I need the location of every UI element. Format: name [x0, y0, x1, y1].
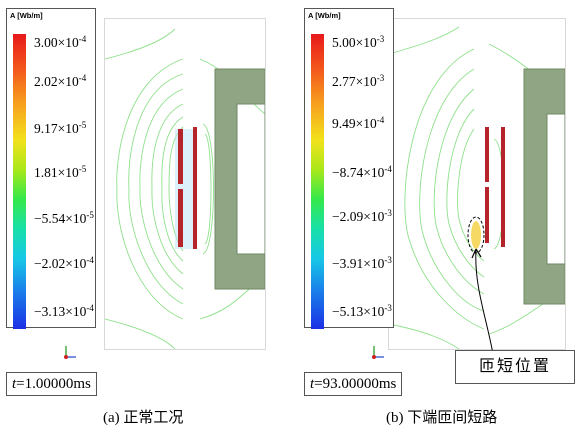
field-plot	[388, 18, 566, 350]
colorbar	[13, 34, 26, 329]
caption-b: (b) 下端匝间短路	[386, 410, 498, 426]
winding-upper	[178, 129, 183, 184]
short-circuit-location-label: 匝短位置	[455, 350, 575, 384]
transformer-core	[214, 68, 265, 290]
field-plot	[104, 18, 266, 350]
legend-tick: 9.49×10-4	[332, 115, 385, 131]
axis-triad-icon	[64, 346, 76, 359]
transformer-core	[523, 68, 565, 305]
flux-contours	[105, 28, 265, 349]
axis-triad-icon	[372, 346, 384, 359]
flux-contour-plot	[389, 26, 565, 349]
short-circuit-hotspot	[471, 221, 481, 249]
winding-upper	[485, 127, 489, 182]
legend-tick: −3.91×10-3	[332, 255, 392, 271]
legend-tick: 3.00×10-4	[34, 34, 87, 50]
color-legend: A [Wb/m] 5.00×10-3 2.77×10-3 9.49×10-4 −…	[304, 8, 394, 329]
legend-tick: −8.74×10-4	[332, 164, 392, 180]
legend-tick: −5.54×10-5	[34, 210, 94, 226]
winding-lower	[178, 189, 183, 247]
legend-tick: 1.81×10-5	[34, 164, 87, 180]
flux-contour-plot	[105, 28, 265, 349]
callout-leader-line	[471, 248, 494, 355]
legend-tick: −3.13×10-4	[34, 303, 94, 319]
time-readout: t=93.00000ms	[304, 372, 403, 396]
legend-tick: −2.02×10-4	[34, 255, 94, 271]
panel-normal-condition: A [Wb/m] 3.00×10-4 2.02×10-4 9.17×10-5 1…	[6, 8, 266, 426]
color-legend: A [Wb/m] 3.00×10-4 2.02×10-4 9.17×10-5 1…	[6, 8, 96, 329]
winding-lower	[485, 187, 489, 243]
legend-tick: 2.77×10-3	[332, 73, 385, 89]
colorbar	[311, 34, 324, 329]
legend-title: A [Wb/m]	[308, 11, 341, 20]
legend-tick: 5.00×10-3	[332, 34, 385, 50]
panel-turn-short-circuit: A [Wb/m] 5.00×10-3 2.77×10-3 9.49×10-4 −…	[288, 0, 576, 435]
legend-tick: 9.17×10-5	[34, 120, 87, 136]
flux-contours	[389, 26, 565, 349]
time-readout: t=1.00000ms	[6, 372, 97, 396]
legend-tick: −5.13×10-3	[332, 303, 392, 319]
winding-outer	[501, 127, 505, 247]
winding-outer	[193, 127, 197, 249]
legend-tick: 2.02×10-4	[34, 73, 87, 89]
legend-tick: −2.09×10-3	[332, 208, 392, 224]
caption-a: (a) 正常工况	[103, 410, 184, 426]
legend-title: A [Wb/m]	[10, 11, 43, 20]
